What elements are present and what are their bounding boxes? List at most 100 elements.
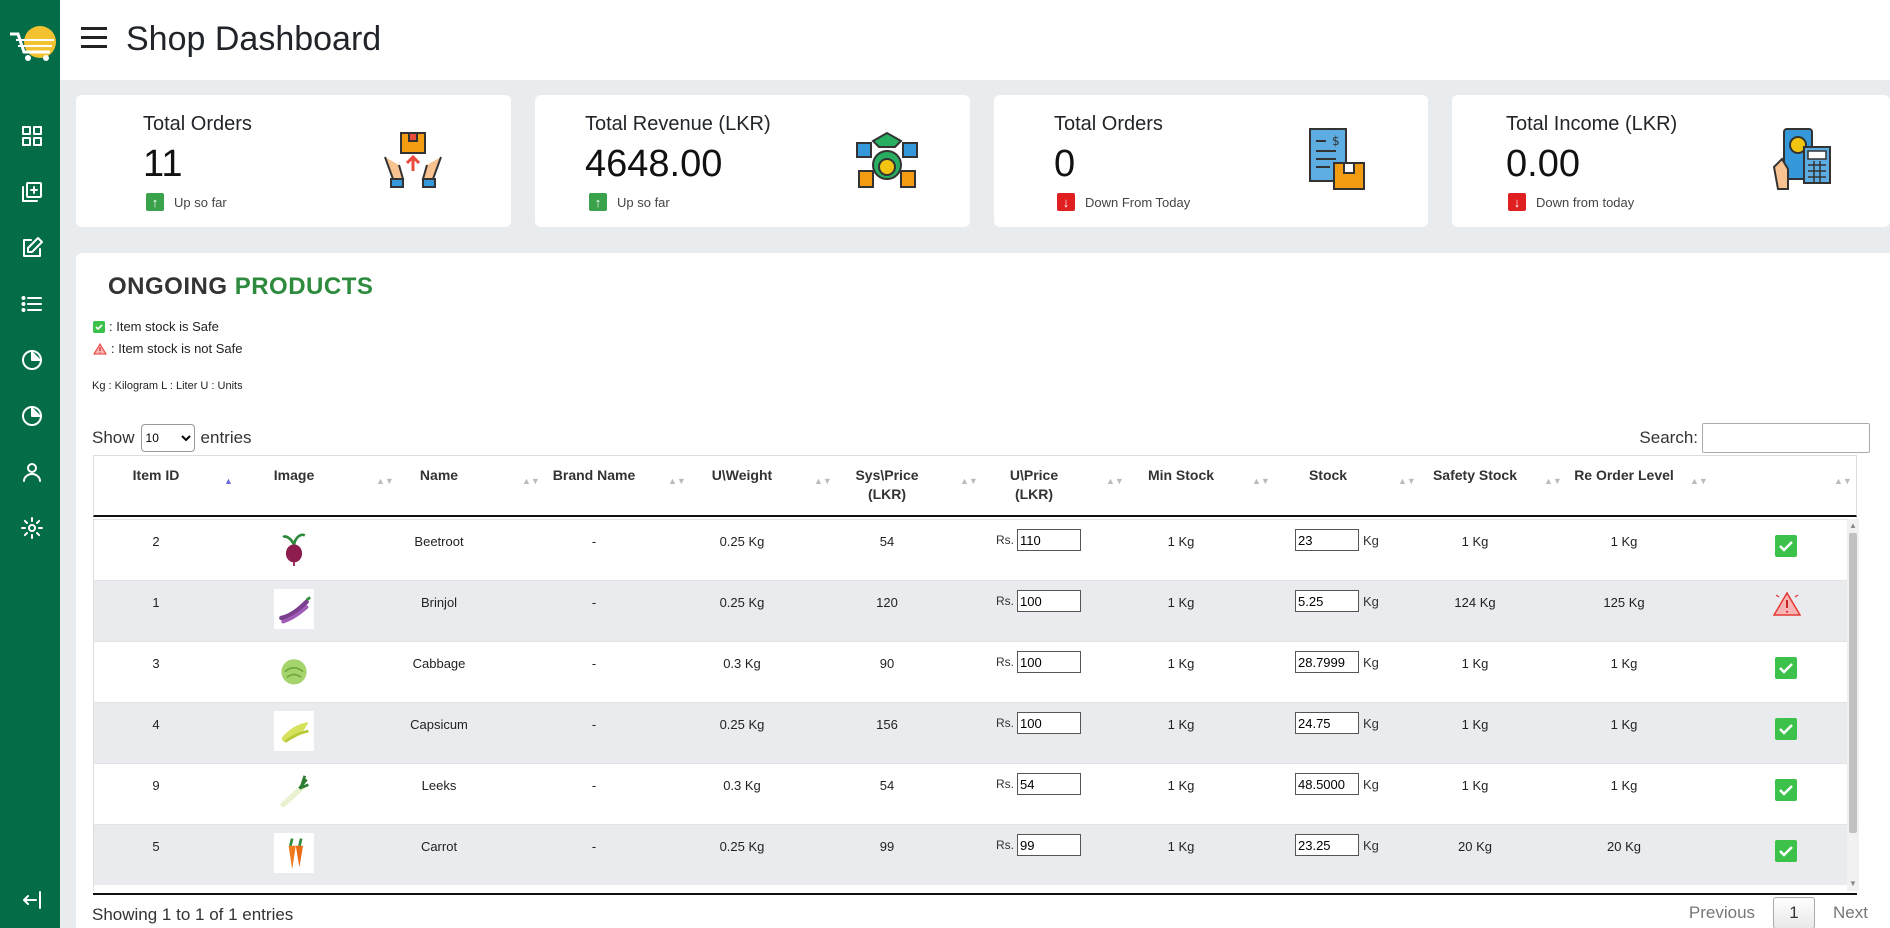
page-1-button[interactable]: 1 [1773, 897, 1816, 928]
sort-icon[interactable]: ▲▼ [960, 476, 978, 486]
phone-calculator-icon [1770, 127, 1834, 191]
unit-price-input[interactable] [1017, 651, 1081, 673]
stock-input[interactable] [1295, 651, 1359, 673]
settings-gear-icon[interactable] [18, 514, 46, 542]
col-safety-stock[interactable]: Safety Stock [1432, 467, 1518, 483]
cell-safety-stock: 1 Kg [1461, 656, 1489, 671]
stock-field: Kg [1295, 590, 1379, 612]
unit-price-input[interactable] [1017, 773, 1081, 795]
col-stock[interactable]: Stock [1308, 467, 1348, 483]
ongoing-products-panel: ONGOING PRODUCTS : Item stock is Safe : … [76, 253, 1890, 928]
stock-field: Kg [1295, 651, 1379, 673]
cell-brand: - [591, 656, 597, 671]
logout-icon[interactable] [18, 886, 46, 914]
col-reorder-level[interactable]: Re Order Level [1574, 467, 1674, 483]
sort-icon[interactable]: ▲▼ [1252, 476, 1270, 486]
menu-toggle-icon[interactable] [81, 27, 107, 51]
sort-icon[interactable]: ▲▼ [814, 476, 832, 486]
section-title: ONGOING PRODUCTS [108, 273, 373, 301]
scroll-up-icon[interactable]: ▲ [1849, 521, 1857, 530]
cell-weight: 0.25 Kg [719, 717, 765, 732]
card-foot-text: Up so far [174, 194, 227, 210]
sort-icon[interactable]: ▲▼ [522, 476, 540, 486]
cell-reorder-level: 1 Kg [1610, 717, 1638, 732]
arrow-up-icon: ↑ [589, 193, 607, 211]
cell-weight: 0.25 Kg [719, 534, 765, 549]
app-logo[interactable] [6, 20, 58, 68]
cell-weight: 0.3 Kg [723, 656, 761, 671]
pie-chart-icon[interactable] [18, 346, 46, 374]
unit-price-input[interactable] [1017, 529, 1081, 551]
table-row: 4 Capsicum - 0.25 Kg 156 Rs. 1 Kg Kg 1 Kg 1 Kg [94, 702, 1848, 763]
col-sys-price-line2: (LKR) [867, 486, 907, 502]
stock-input[interactable] [1295, 529, 1359, 551]
warning-icon [1773, 591, 1801, 616]
page-title: Shop Dashboard [126, 20, 382, 58]
cell-brand: - [591, 839, 597, 854]
safe-check-icon [1775, 718, 1797, 740]
safe-check-icon [1775, 535, 1797, 557]
card-label: Total Income (LKR) [1506, 113, 1678, 135]
next-button[interactable]: Next [1833, 903, 1868, 922]
stock-input[interactable] [1295, 590, 1359, 612]
table-row: 5 Carrot - 0.25 Kg 99 Rs. 1 Kg Kg 20 Kg 20 Kg [94, 824, 1848, 885]
stat-card-total-orders-today: Total Orders 0 ↓ Down From Today $ [994, 95, 1428, 227]
scrollbar-thumb[interactable] [1849, 533, 1857, 833]
cell-reorder-level: 125 Kg [1603, 595, 1645, 610]
stock-input[interactable] [1295, 712, 1359, 734]
unit-label: Kg [1363, 715, 1379, 731]
card-value: 11 [143, 143, 183, 185]
col-image[interactable]: Image [273, 467, 315, 483]
cell-brand: - [591, 778, 597, 793]
sort-icon[interactable]: ▲▼ [1398, 476, 1416, 486]
cell-brand: - [591, 717, 597, 732]
col-name[interactable]: Name [419, 467, 459, 483]
stat-card-total-orders: Total Orders 11 ↑ Up so far [76, 95, 511, 227]
dashboard-icon[interactable] [18, 122, 46, 150]
invoice-box-icon: $ [1304, 127, 1368, 191]
add-product-icon[interactable] [18, 178, 46, 206]
cell-item-id: 1 [152, 595, 160, 610]
user-icon[interactable] [18, 458, 46, 486]
currency-label: Rs. [996, 655, 1014, 669]
money-bag-coins-icon [855, 127, 919, 191]
cell-item-id: 9 [152, 778, 160, 793]
unit-price-input[interactable] [1017, 590, 1081, 612]
col-u-price[interactable]: U\Price (LKR) [986, 466, 1082, 504]
unit-price-input[interactable] [1017, 834, 1081, 856]
col-brand-name[interactable]: Brand Name [552, 467, 636, 483]
page-size-select[interactable]: 10 [140, 424, 195, 452]
sort-icon[interactable]: ▲▼ [1834, 476, 1852, 486]
cell-min-stock: 1 Kg [1167, 534, 1195, 549]
sort-asc-icon[interactable]: ▲ [224, 476, 233, 486]
stock-input[interactable] [1295, 773, 1359, 795]
cell-safety-stock: 1 Kg [1461, 534, 1489, 549]
search-input[interactable] [1702, 423, 1870, 453]
sort-icon[interactable]: ▲▼ [1106, 476, 1124, 486]
col-min-stock[interactable]: Min Stock [1147, 467, 1215, 483]
legend-safe-text: : Item stock is Safe [109, 319, 219, 334]
sort-icon[interactable]: ▲▼ [1690, 476, 1708, 486]
unit-label: Kg [1363, 593, 1379, 609]
col-item-id[interactable]: Item ID [132, 467, 180, 483]
table-scrollbar[interactable]: ▲ ▼ [1847, 519, 1859, 891]
col-sys-price[interactable]: Sys\Price (LKR) [839, 466, 935, 504]
list-icon[interactable] [18, 290, 46, 318]
beetroot-icon [274, 528, 314, 568]
unit-label: Kg [1363, 654, 1379, 670]
sort-icon[interactable]: ▲▼ [1544, 476, 1562, 486]
stock-input[interactable] [1295, 834, 1359, 856]
stat-card-total-revenue: Total Revenue (LKR) 4648.00 ↑ Up so far [535, 95, 970, 227]
unit-price-input[interactable] [1017, 712, 1081, 734]
capsicum-icon [274, 711, 314, 751]
cell-reorder-level: 20 Kg [1607, 839, 1641, 854]
sort-icon[interactable]: ▲▼ [376, 476, 394, 486]
sort-icon[interactable]: ▲▼ [668, 476, 686, 486]
col-u-weight[interactable]: U\Weight [711, 467, 773, 483]
scroll-down-icon[interactable]: ▼ [1849, 879, 1857, 888]
legend-unsafe: : Item stock is not Safe [93, 341, 243, 356]
previous-button[interactable]: Previous [1688, 903, 1756, 922]
edit-icon[interactable] [18, 234, 46, 262]
report-chart-icon[interactable] [18, 402, 46, 430]
